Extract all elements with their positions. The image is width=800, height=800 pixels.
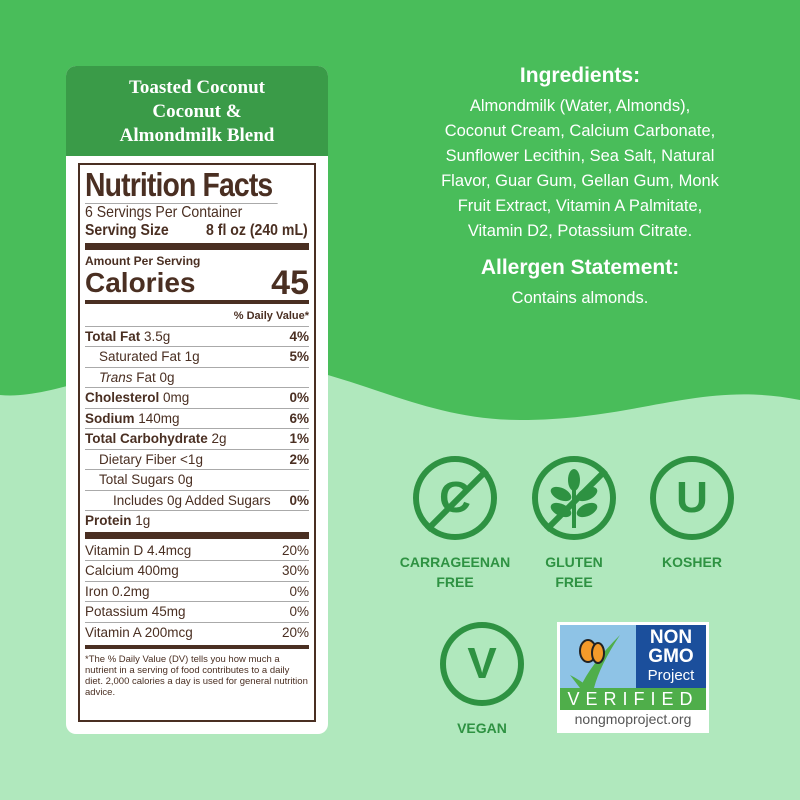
nongmo-url: nongmoproject.org bbox=[574, 711, 692, 727]
allergen-title: Allergen Statement: bbox=[480, 256, 680, 279]
nutrient-row: Total Sugars 0g bbox=[85, 470, 309, 491]
serving-size-value: 8 fl oz (240 mL) bbox=[206, 222, 308, 239]
ingredients-line: Fruit Extract, Vitamin A Palmitate, bbox=[457, 197, 703, 215]
product-name-line: Toasted Coconut bbox=[128, 77, 265, 98]
servings: 6 Servings Per Container bbox=[85, 204, 243, 221]
ingredients-section: Ingredients: Almondmilk (Water, Almonds)… bbox=[380, 64, 780, 311]
serving-size-label: Serving Size bbox=[85, 222, 169, 239]
nutrient-row: Total Carbohydrate 2g 1% bbox=[85, 429, 309, 450]
nutrition-title: Nutrition Facts bbox=[85, 167, 278, 204]
product-name: Toasted Coconut Coconut & Almondmilk Ble… bbox=[66, 66, 328, 156]
nutrient-row: Protein 1g bbox=[85, 513, 151, 528]
divider bbox=[85, 645, 309, 649]
butterfly-icon bbox=[560, 625, 636, 688]
vitamin-row: Potassium 45mg 0% bbox=[85, 602, 309, 623]
ingredients-line: Almondmilk (Water, Almonds), bbox=[469, 97, 691, 115]
product-name-line: Coconut & bbox=[152, 101, 242, 122]
allergen-text: Contains almonds. bbox=[511, 289, 649, 307]
vegan-icon: V bbox=[440, 622, 524, 706]
nutrient-row: Saturated Fat 1g 5% bbox=[85, 347, 309, 368]
calories-label: Calories bbox=[85, 267, 196, 298]
ingredients-line: Vitamin D2, Potassium Citrate. bbox=[467, 222, 693, 240]
gluten-free-icon bbox=[532, 456, 616, 540]
divider bbox=[85, 300, 309, 304]
ingredients-line: Flavor, Guar Gum, Gellan Gum, Monk bbox=[441, 172, 719, 190]
dv-header: % Daily Value* bbox=[233, 310, 309, 322]
vegan-badge: V VEGAN bbox=[422, 622, 542, 738]
vitamin-row: Vitamin D 4.4mcg 20% bbox=[85, 541, 309, 561]
nutrient-row: Total Fat 3.5g 4% bbox=[85, 327, 309, 347]
footnote: *The % Daily Value (DV) tells you how mu… bbox=[85, 654, 308, 698]
nutrition-card: Toasted Coconut Coconut & Almondmilk Ble… bbox=[66, 66, 328, 734]
amount-per-serving: Amount Per Serving bbox=[85, 254, 201, 268]
nutrient-row: Trans Fat 0g bbox=[85, 368, 309, 388]
divider bbox=[85, 531, 309, 539]
nutrient-row: Sodium 140mg 6% bbox=[85, 409, 309, 429]
vitamin-row: Iron 0.2mg 0% bbox=[85, 582, 309, 602]
ingredients-line: Sunflower Lecithin, Sea Salt, Natural bbox=[445, 147, 715, 165]
nutrient-row: Dietary Fiber <1g 2% bbox=[85, 450, 309, 470]
ingredients-line: Coconut Cream, Calcium Carbonate, bbox=[444, 122, 716, 140]
divider bbox=[85, 243, 309, 250]
nutrient-row: Cholesterol 0mg 0% bbox=[85, 388, 309, 409]
nutrient-row: Includes 0g Added Sugars 0% bbox=[85, 491, 309, 511]
gluten-free-badge: GLUTEN FREE bbox=[514, 456, 634, 592]
kosher-badge: U KOSHER bbox=[632, 456, 752, 572]
verified-text: VERIFIED bbox=[560, 688, 706, 710]
vitamin-row: Calcium 400mg 30% bbox=[85, 561, 309, 582]
kosher-icon: U bbox=[650, 456, 734, 540]
carrageenan-free-icon: C bbox=[413, 456, 497, 540]
non-gmo-verified-logo: NON GMO Project VERIFIED nongmoproject.org bbox=[557, 622, 709, 733]
nutrition-facts-label: Nutrition Facts 6 Servings Per Container… bbox=[78, 163, 316, 722]
vitamin-row: Vitamin A 200mcg 20% bbox=[85, 624, 309, 640]
ingredients-title: Ingredients: bbox=[519, 64, 641, 87]
product-name-line: Almondmilk Blend bbox=[119, 125, 275, 146]
calories-value: 45 bbox=[271, 264, 309, 302]
